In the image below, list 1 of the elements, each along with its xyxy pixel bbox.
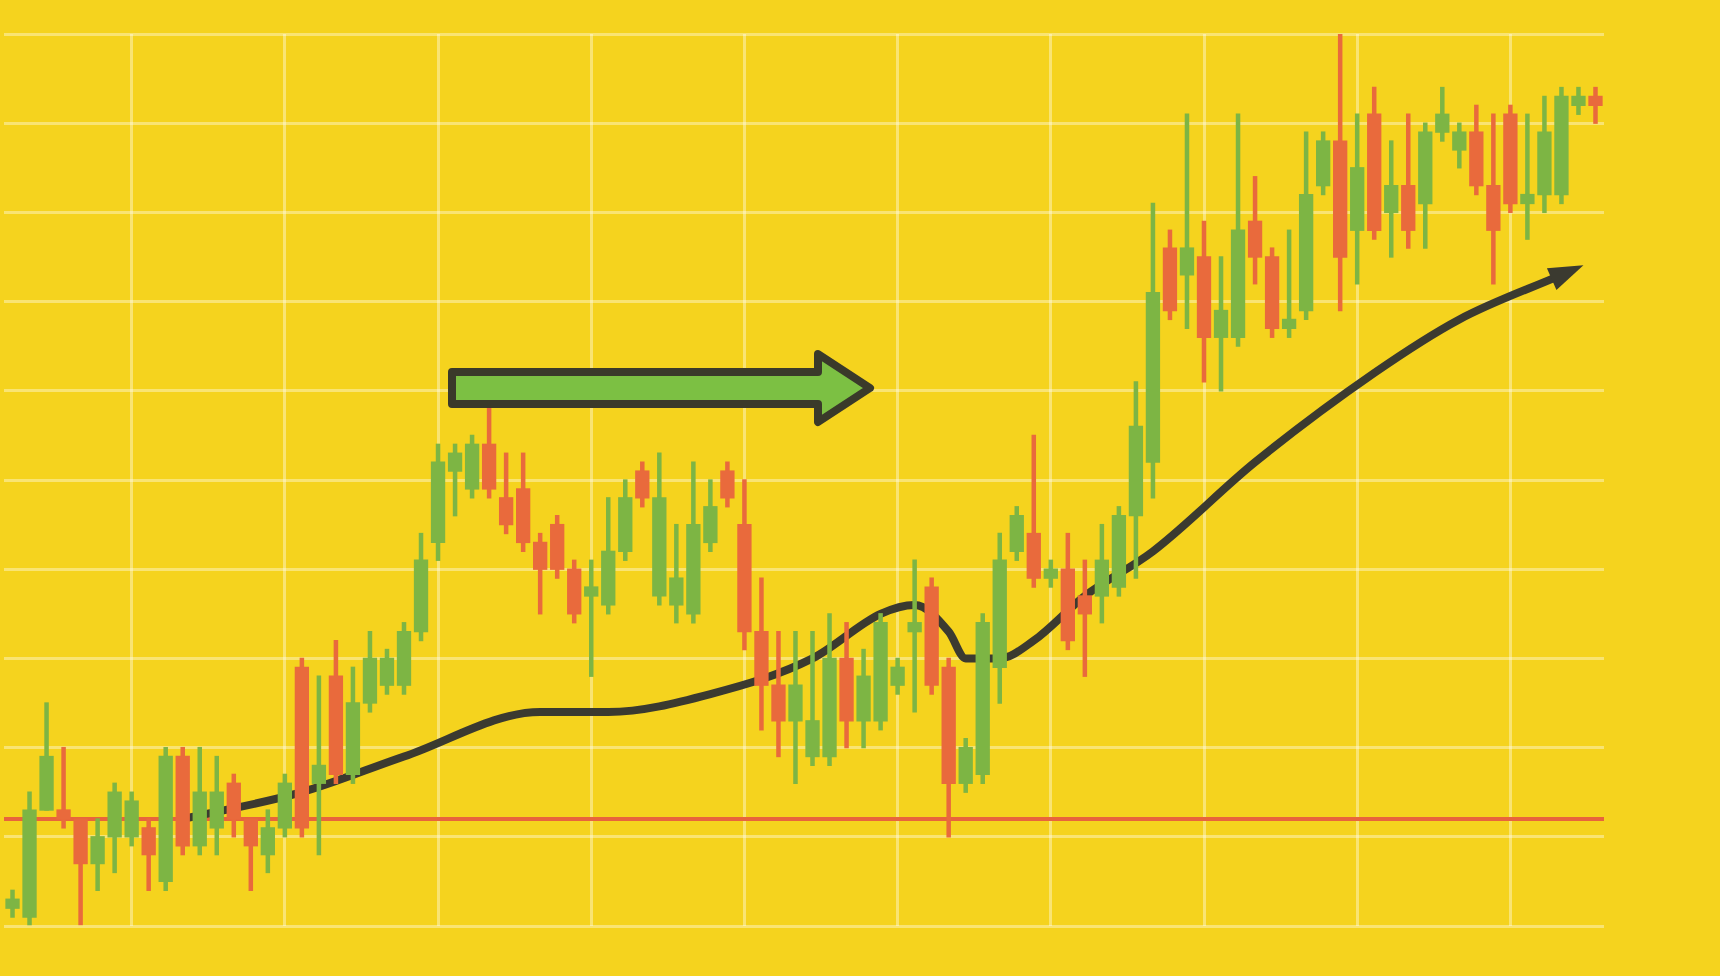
candlestick — [907, 559, 922, 713]
